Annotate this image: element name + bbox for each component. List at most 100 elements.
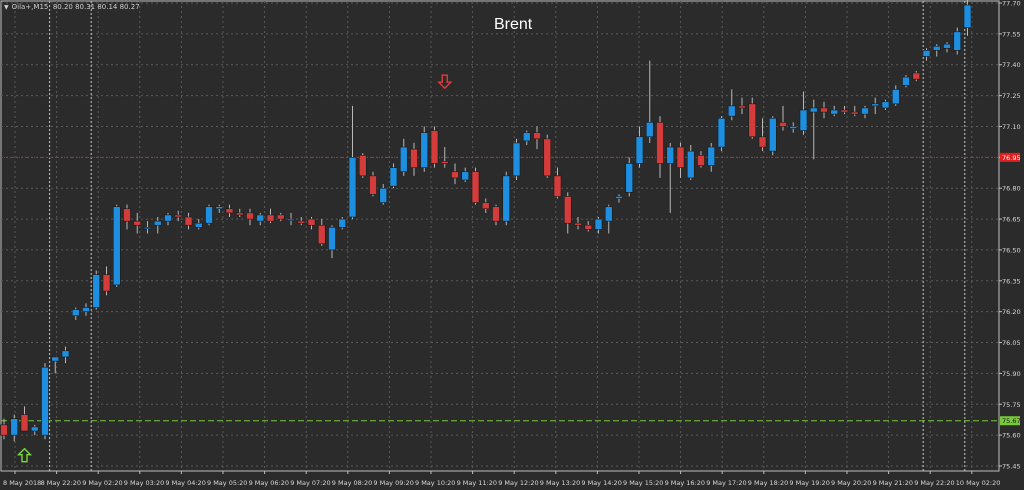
price-tick-label: 75.90 xyxy=(1002,370,1021,378)
candle-bearish xyxy=(20,406,29,432)
time-tick-label: 9 May 15:20 xyxy=(623,479,663,487)
time-tick-label: 9 May 12:20 xyxy=(498,479,538,487)
candle-bearish xyxy=(317,219,326,246)
candle-bearish xyxy=(225,204,234,218)
candle-bearish xyxy=(184,212,193,230)
candle-body xyxy=(317,224,326,245)
candle-body xyxy=(574,222,582,226)
candle-body xyxy=(20,414,29,432)
candle-bullish xyxy=(717,116,726,152)
candle-bullish xyxy=(205,204,213,226)
candle-bullish xyxy=(420,126,429,172)
time-tick-label: 9 May 19:20 xyxy=(789,479,829,487)
candle-body xyxy=(481,202,490,210)
sell-arrow-icon xyxy=(437,74,453,90)
candle-bearish xyxy=(297,217,306,226)
candle-body xyxy=(533,132,541,140)
candle-body xyxy=(953,31,962,51)
candle-bearish xyxy=(440,147,449,168)
price-tick-label: 77.10 xyxy=(1002,123,1021,131)
candle-bullish xyxy=(871,97,880,115)
candle-body xyxy=(256,214,265,222)
candle-bullish xyxy=(943,42,951,53)
candle-bullish xyxy=(881,99,890,111)
price-levels xyxy=(1,156,999,422)
candle-body xyxy=(153,220,162,226)
candle-body xyxy=(471,171,480,203)
candle-body xyxy=(379,187,388,203)
candle-bullish xyxy=(41,363,49,440)
candle-body xyxy=(133,220,142,226)
candle-bearish xyxy=(574,217,582,230)
candle-bearish xyxy=(276,212,285,222)
candle-bullish xyxy=(922,48,931,61)
candle-body xyxy=(615,196,623,199)
plot-area-frame xyxy=(0,0,1000,472)
candle-bullish xyxy=(666,142,675,213)
price-tick-label: 76.80 xyxy=(1002,185,1021,193)
candle-body xyxy=(676,146,685,168)
price-tick-label: 77.70 xyxy=(1002,0,1021,8)
candle-body xyxy=(10,418,19,436)
price-tick-label: 77.25 xyxy=(1002,92,1021,100)
candle-bullish xyxy=(727,89,736,121)
candle-bullish xyxy=(809,99,818,160)
dropdown-triangle-icon[interactable]: ▼ xyxy=(4,4,9,11)
candle-body xyxy=(758,136,767,148)
time-tick-label: 9 May 20:20 xyxy=(831,479,871,487)
candle-bearish xyxy=(563,192,572,234)
price-tick-label: 75.45 xyxy=(1002,463,1021,471)
price-tick-label: 76.20 xyxy=(1002,308,1021,316)
time-tick-label: 9 May 08:20 xyxy=(332,479,372,487)
candle-body xyxy=(543,138,552,177)
candle-bullish xyxy=(461,167,470,183)
candle-bullish xyxy=(768,116,777,156)
price-tick-label: 76.05 xyxy=(1002,339,1021,347)
candle-bullish xyxy=(707,142,716,172)
candle-bullish xyxy=(625,157,634,197)
candle-bullish xyxy=(82,303,90,316)
candle-body xyxy=(420,132,429,168)
candle-bullish xyxy=(594,217,603,234)
candle-body xyxy=(799,109,808,131)
candle-body xyxy=(604,206,613,222)
candle-body xyxy=(369,175,377,195)
candle-body xyxy=(266,214,275,222)
candle-bullish xyxy=(51,356,60,374)
candle-body xyxy=(82,307,90,312)
time-tick-label: 9 May 21:20 xyxy=(873,479,913,487)
candle-bullish xyxy=(379,184,388,205)
candle-bullish xyxy=(902,75,910,88)
candle-bearish xyxy=(481,198,490,213)
candle-bullish xyxy=(645,60,654,143)
candle-body xyxy=(276,214,285,220)
candle-body xyxy=(71,309,80,317)
candle-bearish xyxy=(779,105,787,131)
candle-body xyxy=(645,122,654,138)
candle-body xyxy=(891,89,900,105)
candle-bullish xyxy=(194,219,203,230)
price-tick-label: 76.35 xyxy=(1002,277,1021,285)
candle-bullish xyxy=(61,346,70,364)
time-tick-label: 9 May 07:20 xyxy=(290,479,330,487)
candle-body xyxy=(451,171,459,179)
candle-body xyxy=(686,150,695,179)
time-tick-label: 9 May 22:20 xyxy=(914,479,954,487)
candle-body xyxy=(143,226,152,230)
candle-body xyxy=(809,107,818,113)
price-tick-label: 75.60 xyxy=(1002,432,1021,440)
time-tick-label: 9 May 18:20 xyxy=(748,479,788,487)
candle-bearish xyxy=(656,116,664,178)
candle-bearish xyxy=(676,142,685,178)
candle-body xyxy=(768,117,777,152)
candle-bearish xyxy=(430,126,439,168)
time-tick-label: 9 May 05:20 xyxy=(207,479,247,487)
candle-body xyxy=(389,167,398,187)
candle-body xyxy=(738,105,746,109)
candle-body xyxy=(830,109,839,115)
candle-bullish xyxy=(10,414,19,442)
candle-body xyxy=(697,154,705,166)
candle-bullish xyxy=(287,212,295,226)
